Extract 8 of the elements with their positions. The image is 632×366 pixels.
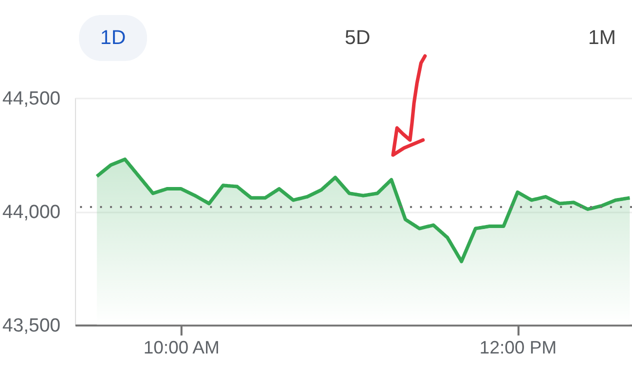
x-tick-label: 10:00 AM bbox=[143, 338, 220, 358]
y-tick-label: 44,500 bbox=[2, 88, 60, 110]
y-tick-label: 43,500 bbox=[2, 316, 60, 336]
text: 1D bbox=[100, 27, 126, 49]
x-tick-label: 12:00 PM bbox=[480, 338, 557, 358]
text: 5D bbox=[344, 27, 370, 49]
text: 1M bbox=[588, 27, 616, 49]
y-tick-label: 44,000 bbox=[2, 202, 60, 223]
